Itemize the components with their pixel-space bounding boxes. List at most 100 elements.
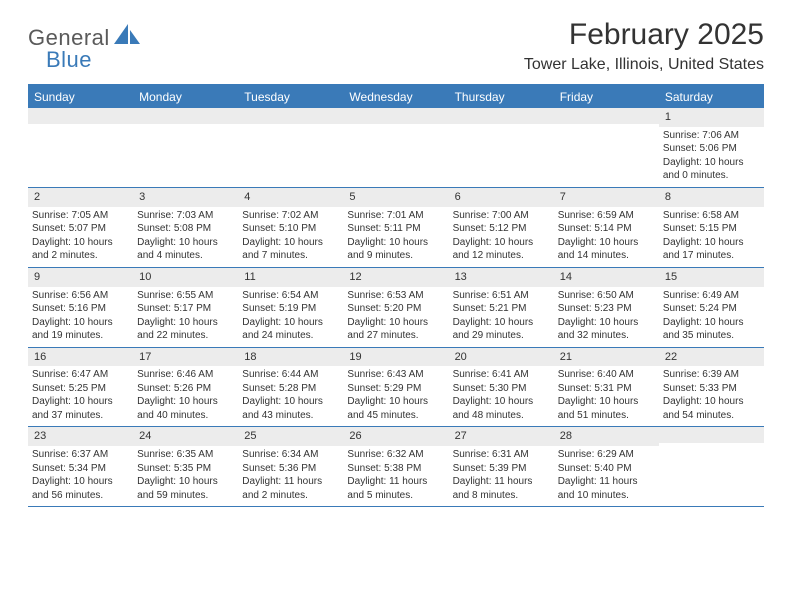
daylight-text: Daylight: 10 hours and 48 minutes. — [453, 395, 550, 422]
day-cell — [28, 108, 133, 187]
day-cell: 7Sunrise: 6:59 AMSunset: 5:14 PMDaylight… — [554, 188, 659, 267]
day-body — [449, 124, 554, 130]
sunrise-text: Sunrise: 6:44 AM — [242, 368, 339, 382]
sunset-text: Sunset: 5:38 PM — [347, 462, 444, 476]
sunrise-text: Sunrise: 6:34 AM — [242, 448, 339, 462]
day-number: 18 — [238, 348, 343, 367]
daylight-text: Daylight: 10 hours and 29 minutes. — [453, 316, 550, 343]
day-body: Sunrise: 7:03 AMSunset: 5:08 PMDaylight:… — [133, 207, 238, 267]
daylight-text: Daylight: 10 hours and 40 minutes. — [137, 395, 234, 422]
day-cell: 11Sunrise: 6:54 AMSunset: 5:19 PMDayligh… — [238, 268, 343, 347]
daylight-text: Daylight: 10 hours and 9 minutes. — [347, 236, 444, 263]
day-body: Sunrise: 6:35 AMSunset: 5:35 PMDaylight:… — [133, 446, 238, 506]
sunrise-text: Sunrise: 6:59 AM — [558, 209, 655, 223]
day-body — [28, 124, 133, 130]
day-body: Sunrise: 6:46 AMSunset: 5:26 PMDaylight:… — [133, 366, 238, 426]
day-cell: 12Sunrise: 6:53 AMSunset: 5:20 PMDayligh… — [343, 268, 448, 347]
sunset-text: Sunset: 5:21 PM — [453, 302, 550, 316]
weekday-header: Monday — [133, 86, 238, 108]
day-cell: 27Sunrise: 6:31 AMSunset: 5:39 PMDayligh… — [449, 427, 554, 506]
weekday-header: Thursday — [449, 86, 554, 108]
daylight-text: Daylight: 10 hours and 19 minutes. — [32, 316, 129, 343]
sunrise-text: Sunrise: 6:37 AM — [32, 448, 129, 462]
day-cell — [238, 108, 343, 187]
sunrise-text: Sunrise: 6:49 AM — [663, 289, 760, 303]
day-body: Sunrise: 6:41 AMSunset: 5:30 PMDaylight:… — [449, 366, 554, 426]
day-cell: 20Sunrise: 6:41 AMSunset: 5:30 PMDayligh… — [449, 348, 554, 427]
day-cell: 28Sunrise: 6:29 AMSunset: 5:40 PMDayligh… — [554, 427, 659, 506]
sunrise-text: Sunrise: 6:54 AM — [242, 289, 339, 303]
sunrise-text: Sunrise: 6:40 AM — [558, 368, 655, 382]
day-number: 10 — [133, 268, 238, 287]
day-cell: 4Sunrise: 7:02 AMSunset: 5:10 PMDaylight… — [238, 188, 343, 267]
sunset-text: Sunset: 5:26 PM — [137, 382, 234, 396]
sunset-text: Sunset: 5:08 PM — [137, 222, 234, 236]
day-body: Sunrise: 6:54 AMSunset: 5:19 PMDaylight:… — [238, 287, 343, 347]
day-number: 21 — [554, 348, 659, 367]
day-body: Sunrise: 7:05 AMSunset: 5:07 PMDaylight:… — [28, 207, 133, 267]
daylight-text: Daylight: 10 hours and 2 minutes. — [32, 236, 129, 263]
day-number: 8 — [659, 188, 764, 207]
title-block: February 2025 Tower Lake, Illinois, Unit… — [524, 18, 764, 74]
day-cell: 23Sunrise: 6:37 AMSunset: 5:34 PMDayligh… — [28, 427, 133, 506]
day-body: Sunrise: 6:53 AMSunset: 5:20 PMDaylight:… — [343, 287, 448, 347]
day-cell: 17Sunrise: 6:46 AMSunset: 5:26 PMDayligh… — [133, 348, 238, 427]
day-body: Sunrise: 6:29 AMSunset: 5:40 PMDaylight:… — [554, 446, 659, 506]
day-cell: 3Sunrise: 7:03 AMSunset: 5:08 PMDaylight… — [133, 188, 238, 267]
sunrise-text: Sunrise: 7:02 AM — [242, 209, 339, 223]
day-body: Sunrise: 7:00 AMSunset: 5:12 PMDaylight:… — [449, 207, 554, 267]
day-number — [343, 108, 448, 124]
day-cell: 19Sunrise: 6:43 AMSunset: 5:29 PMDayligh… — [343, 348, 448, 427]
sunrise-text: Sunrise: 6:46 AM — [137, 368, 234, 382]
day-cell — [659, 427, 764, 506]
daylight-text: Daylight: 10 hours and 24 minutes. — [242, 316, 339, 343]
day-cell: 16Sunrise: 6:47 AMSunset: 5:25 PMDayligh… — [28, 348, 133, 427]
sunset-text: Sunset: 5:33 PM — [663, 382, 760, 396]
calendar-page: General Blue February 2025 Tower Lake, I… — [0, 0, 792, 525]
day-cell: 15Sunrise: 6:49 AMSunset: 5:24 PMDayligh… — [659, 268, 764, 347]
day-number — [449, 108, 554, 124]
daylight-text: Daylight: 11 hours and 2 minutes. — [242, 475, 339, 502]
month-title: February 2025 — [524, 18, 764, 52]
day-body: Sunrise: 6:59 AMSunset: 5:14 PMDaylight:… — [554, 207, 659, 267]
day-number: 5 — [343, 188, 448, 207]
day-number: 26 — [343, 427, 448, 446]
sunset-text: Sunset: 5:31 PM — [558, 382, 655, 396]
day-number — [659, 427, 764, 443]
day-number: 7 — [554, 188, 659, 207]
day-body — [238, 124, 343, 130]
sunset-text: Sunset: 5:14 PM — [558, 222, 655, 236]
header: General Blue February 2025 Tower Lake, I… — [28, 18, 764, 74]
day-body: Sunrise: 6:31 AMSunset: 5:39 PMDaylight:… — [449, 446, 554, 506]
daylight-text: Daylight: 10 hours and 4 minutes. — [137, 236, 234, 263]
daylight-text: Daylight: 10 hours and 7 minutes. — [242, 236, 339, 263]
daylight-text: Daylight: 11 hours and 5 minutes. — [347, 475, 444, 502]
day-body: Sunrise: 7:01 AMSunset: 5:11 PMDaylight:… — [343, 207, 448, 267]
day-body: Sunrise: 6:47 AMSunset: 5:25 PMDaylight:… — [28, 366, 133, 426]
day-body — [554, 124, 659, 130]
sunrise-text: Sunrise: 6:55 AM — [137, 289, 234, 303]
day-number: 12 — [343, 268, 448, 287]
day-number: 24 — [133, 427, 238, 446]
sunrise-text: Sunrise: 6:53 AM — [347, 289, 444, 303]
day-cell: 5Sunrise: 7:01 AMSunset: 5:11 PMDaylight… — [343, 188, 448, 267]
day-number: 20 — [449, 348, 554, 367]
day-number: 25 — [238, 427, 343, 446]
day-body: Sunrise: 6:43 AMSunset: 5:29 PMDaylight:… — [343, 366, 448, 426]
day-number — [238, 108, 343, 124]
day-cell: 14Sunrise: 6:50 AMSunset: 5:23 PMDayligh… — [554, 268, 659, 347]
day-number: 9 — [28, 268, 133, 287]
sunset-text: Sunset: 5:20 PM — [347, 302, 444, 316]
day-body: Sunrise: 6:58 AMSunset: 5:15 PMDaylight:… — [659, 207, 764, 267]
day-number: 14 — [554, 268, 659, 287]
day-cell: 9Sunrise: 6:56 AMSunset: 5:16 PMDaylight… — [28, 268, 133, 347]
sunrise-text: Sunrise: 6:35 AM — [137, 448, 234, 462]
sunset-text: Sunset: 5:29 PM — [347, 382, 444, 396]
day-cell: 26Sunrise: 6:32 AMSunset: 5:38 PMDayligh… — [343, 427, 448, 506]
sunrise-text: Sunrise: 6:50 AM — [558, 289, 655, 303]
sunset-text: Sunset: 5:36 PM — [242, 462, 339, 476]
daylight-text: Daylight: 10 hours and 14 minutes. — [558, 236, 655, 263]
sunset-text: Sunset: 5:06 PM — [663, 142, 760, 156]
daylight-text: Daylight: 10 hours and 12 minutes. — [453, 236, 550, 263]
sunrise-text: Sunrise: 6:56 AM — [32, 289, 129, 303]
